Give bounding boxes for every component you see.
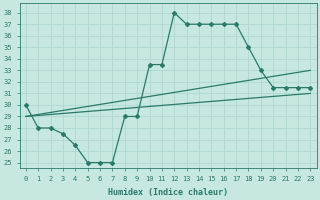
X-axis label: Humidex (Indice chaleur): Humidex (Indice chaleur) — [108, 188, 228, 197]
